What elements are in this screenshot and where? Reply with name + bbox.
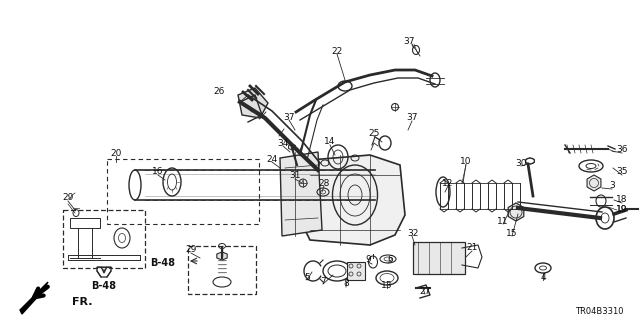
Text: 27: 27 xyxy=(419,286,431,295)
Text: 24: 24 xyxy=(266,154,278,164)
Polygon shape xyxy=(100,267,108,272)
Text: 6: 6 xyxy=(387,255,393,263)
Text: 10: 10 xyxy=(460,157,472,166)
Text: 8: 8 xyxy=(343,279,349,288)
Polygon shape xyxy=(508,203,524,221)
Bar xyxy=(63,210,145,268)
Text: 7: 7 xyxy=(320,277,326,286)
Polygon shape xyxy=(217,252,227,260)
Text: 13: 13 xyxy=(381,280,393,290)
Polygon shape xyxy=(289,144,296,150)
Text: 29: 29 xyxy=(186,246,196,255)
Text: 5: 5 xyxy=(304,272,310,281)
Text: 29: 29 xyxy=(62,194,74,203)
Text: 21: 21 xyxy=(467,243,477,253)
Text: 19: 19 xyxy=(616,205,628,214)
Text: 12: 12 xyxy=(442,179,454,188)
Polygon shape xyxy=(238,88,268,118)
Polygon shape xyxy=(300,155,405,245)
Text: B-48: B-48 xyxy=(150,258,175,268)
Text: 35: 35 xyxy=(616,167,628,176)
Bar xyxy=(107,159,259,224)
Text: 25: 25 xyxy=(368,129,380,137)
Text: 11: 11 xyxy=(497,217,509,226)
Text: 3: 3 xyxy=(609,182,615,190)
Text: 26: 26 xyxy=(213,87,225,97)
Polygon shape xyxy=(280,152,322,236)
Text: 30: 30 xyxy=(515,159,527,167)
Text: TR04B3310: TR04B3310 xyxy=(575,308,624,316)
Text: 20: 20 xyxy=(110,149,122,158)
Text: 22: 22 xyxy=(332,47,342,56)
Text: FR.: FR. xyxy=(72,297,93,307)
Text: 28: 28 xyxy=(318,179,330,188)
Text: 37: 37 xyxy=(284,113,295,122)
Polygon shape xyxy=(587,175,601,191)
Text: 4: 4 xyxy=(540,272,546,281)
Text: 36: 36 xyxy=(616,145,628,154)
Bar xyxy=(413,242,465,274)
Text: 37: 37 xyxy=(403,38,415,47)
Polygon shape xyxy=(20,282,48,314)
Text: 37: 37 xyxy=(406,114,418,122)
Bar xyxy=(188,246,256,294)
Text: 18: 18 xyxy=(616,196,628,204)
Text: 16: 16 xyxy=(152,167,164,176)
Text: 9: 9 xyxy=(365,255,371,263)
Text: B-48: B-48 xyxy=(92,281,116,291)
Text: 14: 14 xyxy=(324,137,336,146)
Text: 19: 19 xyxy=(616,205,628,214)
Text: 34: 34 xyxy=(277,138,289,147)
Text: 31: 31 xyxy=(289,172,301,181)
Bar xyxy=(347,262,365,280)
Text: 15: 15 xyxy=(506,228,518,238)
Text: 32: 32 xyxy=(407,228,419,238)
